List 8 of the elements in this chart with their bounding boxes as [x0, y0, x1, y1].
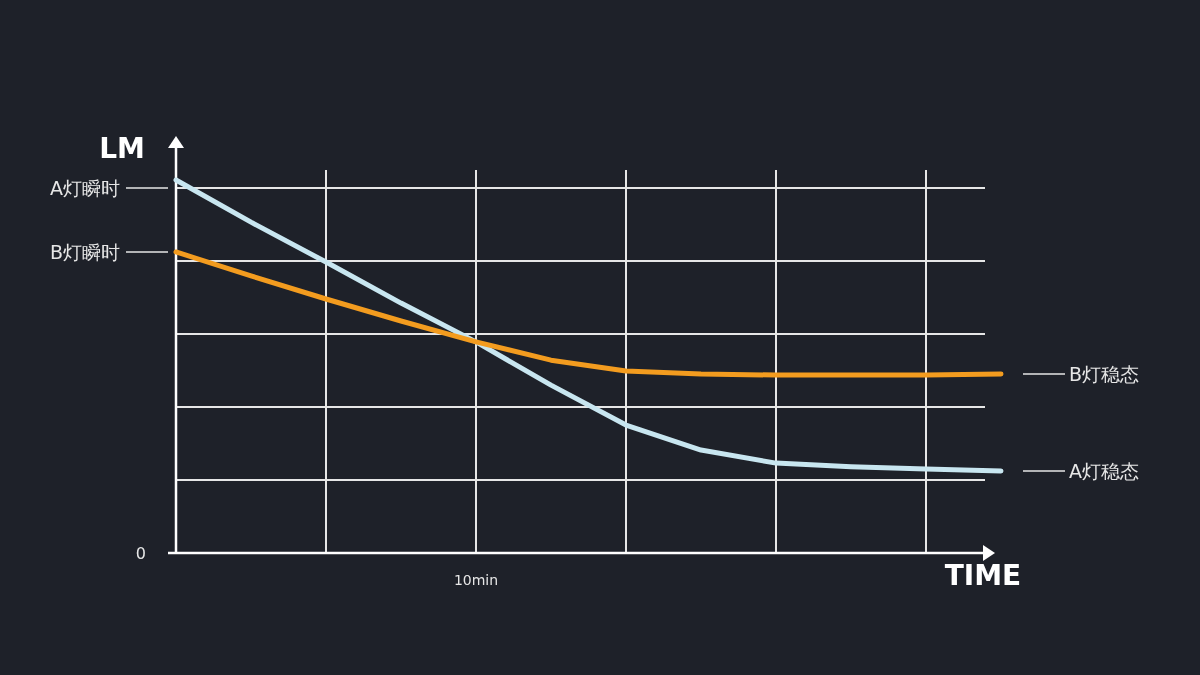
- text: B灯稳态: [1069, 362, 1140, 385]
- text: B灯瞬时: [49, 240, 120, 263]
- text: A灯瞬时: [50, 177, 120, 199]
- text: 10min: [453, 572, 499, 588]
- x-axis-title: TIME: [944, 559, 1022, 592]
- text: 0: [135, 544, 146, 563]
- text: A灯稳态: [1069, 459, 1139, 482]
- y-axis-title: LM: [99, 132, 145, 165]
